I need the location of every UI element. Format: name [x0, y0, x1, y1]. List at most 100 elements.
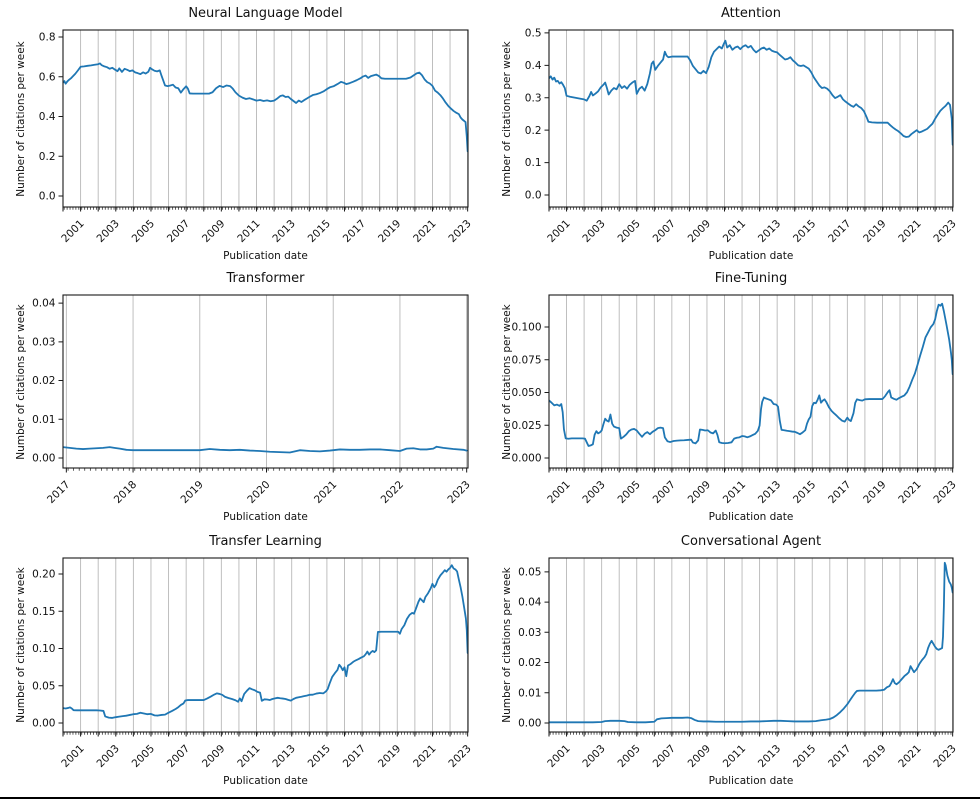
- x-tick-label: 2015: [306, 743, 333, 770]
- x-tick-label: 2017: [826, 743, 853, 770]
- y-tick-label: 0.00: [32, 718, 55, 730]
- x-tick-label: 2017: [826, 479, 853, 506]
- x-tick-label: 2007: [651, 218, 678, 245]
- x-axis-label: Publication date: [708, 511, 794, 523]
- x-tick-label: 2009: [200, 743, 227, 770]
- series-line: [549, 39, 953, 146]
- y-tick-label: 0.15: [32, 606, 55, 618]
- x-tick-label: 2021: [411, 218, 438, 245]
- x-tick-label: 2019: [861, 479, 888, 506]
- y-tick-label: 0.100: [511, 322, 541, 334]
- y-axis-label: Number of citations per week: [501, 40, 513, 197]
- x-tick-label: 2017: [826, 218, 853, 245]
- y-tick-label: 0.025: [511, 420, 541, 432]
- x-tick-label: 2005: [130, 743, 157, 770]
- y-tick-label: 0.1: [525, 157, 542, 169]
- y-tick-label: 0.01: [32, 414, 55, 426]
- x-tick-label: 2017: [341, 743, 368, 770]
- x-tick-label: 2023: [931, 743, 958, 770]
- y-tick-label: 0.2: [525, 125, 542, 137]
- y-tick-label: 0.050: [511, 387, 541, 399]
- chart-title: Transfer Learning: [209, 534, 322, 549]
- x-tick-label: 2021: [312, 479, 339, 506]
- y-tick-label: 0.03: [32, 336, 55, 348]
- y-tick-label: 0.4: [525, 60, 542, 72]
- x-tick-label: 2005: [615, 479, 642, 506]
- y-tick-label: 0.6: [39, 71, 56, 83]
- y-tick-label: 0.2: [39, 151, 56, 163]
- x-tick-label: 2021: [896, 218, 923, 245]
- x-axis-label: Publication date: [223, 775, 308, 787]
- x-tick-label: 2011: [721, 479, 748, 506]
- x-tick-label: 2005: [615, 218, 642, 245]
- x-tick-label: 2022: [379, 479, 406, 506]
- x-tick-label: 2007: [651, 743, 678, 770]
- x-tick-label: 2007: [165, 743, 192, 770]
- x-tick-label: 2019: [376, 743, 403, 770]
- y-tick-label: 0.00: [518, 718, 541, 730]
- x-tick-label: 2013: [756, 479, 783, 506]
- x-tick-label: 2019: [861, 218, 888, 245]
- x-tick-label: 2011: [235, 743, 262, 770]
- x-tick-label: 2001: [545, 479, 572, 506]
- x-tick-label: 2013: [756, 743, 783, 770]
- y-tick-label: 0.02: [32, 375, 55, 387]
- x-tick-label: 2013: [756, 218, 783, 245]
- chart-title: Conversational Agent: [680, 534, 822, 549]
- x-tick-label: 2003: [580, 743, 607, 770]
- y-tick-label: 0.03: [518, 627, 541, 639]
- x-axis-label: Publication date: [708, 775, 794, 787]
- chart-title: Transformer: [226, 271, 305, 286]
- x-tick-label: 2015: [791, 218, 818, 245]
- y-tick-label: 0.000: [511, 453, 541, 465]
- y-axis-label: Number of citations per week: [15, 567, 27, 723]
- x-tick-label: 2021: [896, 743, 923, 770]
- x-tick-label: 2017: [341, 218, 368, 245]
- chart-title: Attention: [721, 6, 781, 21]
- y-tick-label: 0.0: [39, 191, 56, 203]
- x-tick-label: 2001: [545, 218, 572, 245]
- x-tick-label: 2023: [446, 218, 473, 245]
- y-axis-label: Number of citations per week: [501, 303, 513, 460]
- series-line: [63, 62, 468, 153]
- y-tick-label: 0.04: [518, 597, 542, 609]
- x-tick-label: 2005: [130, 218, 157, 245]
- x-tick-label: 2003: [580, 218, 607, 245]
- x-tick-label: 2009: [686, 743, 713, 770]
- x-tick-label: 2019: [861, 743, 888, 770]
- x-tick-label: 2009: [686, 218, 713, 245]
- y-tick-label: 0.04: [32, 298, 56, 310]
- y-tick-label: 0.05: [32, 680, 55, 692]
- y-axis-label: Number of citations per week: [15, 40, 27, 197]
- x-tick-label: 2003: [580, 479, 607, 506]
- x-tick-label: 2009: [686, 479, 713, 506]
- y-tick-label: 0.8: [39, 32, 56, 44]
- y-tick-label: 0.02: [518, 657, 541, 669]
- x-tick-label: 2015: [791, 479, 818, 506]
- series-line: [63, 445, 468, 454]
- x-tick-label: 2023: [931, 479, 958, 506]
- y-axis-label: Number of citations per week: [501, 567, 513, 723]
- x-tick-label: 2011: [235, 218, 262, 245]
- x-tick-label: 2019: [179, 479, 206, 506]
- x-tick-label: 2007: [165, 218, 192, 245]
- y-tick-label: 0.01: [518, 687, 541, 699]
- series-line: [549, 302, 953, 447]
- y-tick-label: 0.075: [511, 354, 541, 366]
- x-tick-label: 2021: [411, 743, 438, 770]
- x-tick-label: 2023: [446, 743, 473, 770]
- x-tick-label: 2001: [545, 743, 572, 770]
- x-tick-label: 2021: [896, 479, 923, 506]
- chart-title: Fine-Tuning: [714, 271, 788, 286]
